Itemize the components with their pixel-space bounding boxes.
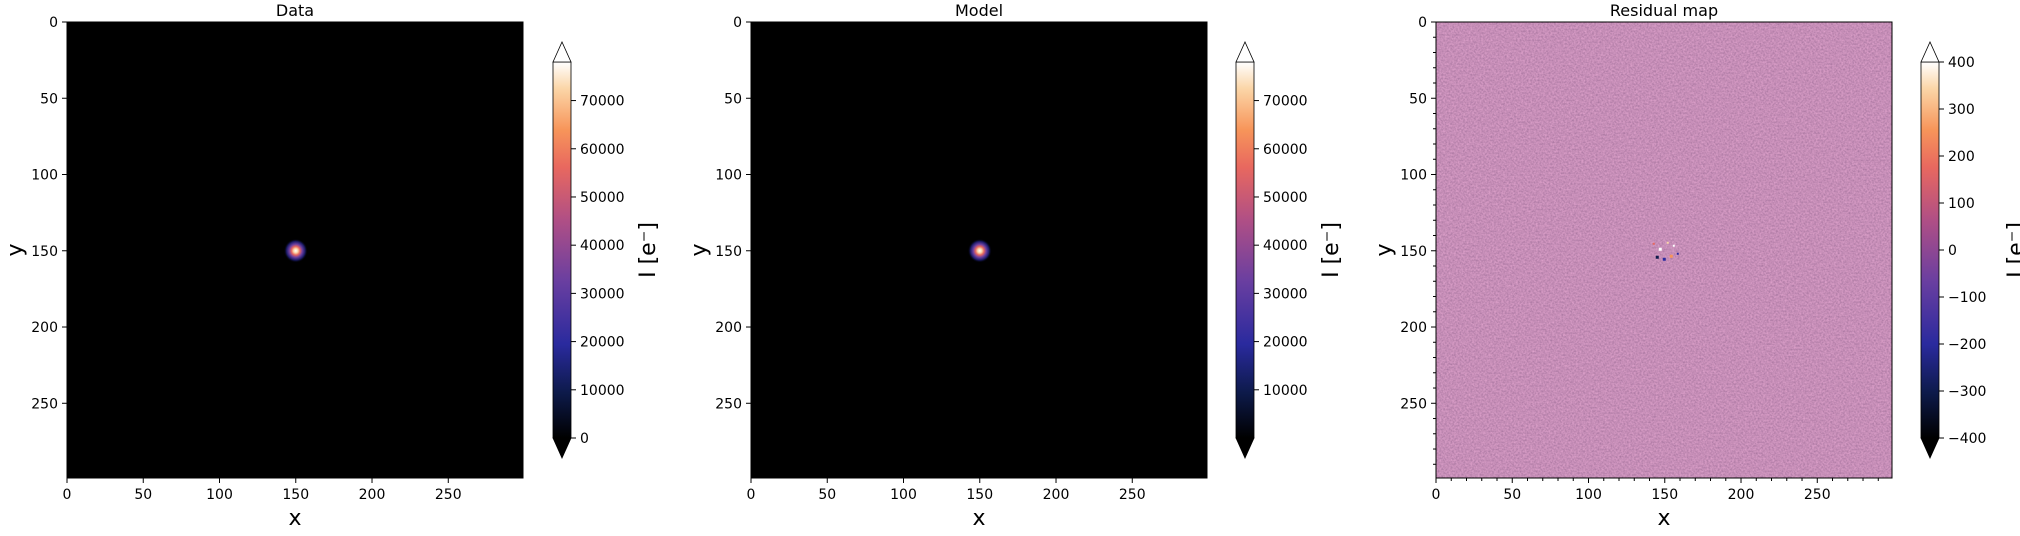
- residual-speckle: [1655, 255, 1659, 259]
- colorbar: [552, 61, 572, 439]
- colorbar-tick-label: 70000: [1263, 94, 1308, 110]
- x-tick-label: 150: [1651, 487, 1678, 503]
- y-tick-label: 200: [1400, 320, 1427, 336]
- x-tick-label: 200: [1043, 487, 1070, 503]
- residual-noise: [1436, 22, 1892, 478]
- y-axis-label: y: [3, 243, 28, 256]
- colorbar-tick-label: 200: [1948, 149, 1975, 165]
- y-tick-label: 100: [31, 168, 58, 184]
- axes-frame: [66, 21, 524, 479]
- y-tick-label: 150: [715, 244, 742, 260]
- colorbar-tick-label: 50000: [580, 190, 625, 206]
- colorbar-tick-label: 0: [580, 431, 589, 447]
- y-tick-label: 0: [1418, 15, 1427, 31]
- residual-speckle: [1666, 241, 1669, 244]
- colorbar-extend-max: [1920, 41, 1940, 63]
- x-tick-label: 250: [1804, 487, 1831, 503]
- colorbar: [1920, 61, 1940, 439]
- colorbar-tick-label: 10000: [1263, 383, 1308, 399]
- y-tick-label: 100: [715, 168, 742, 184]
- colorbar-tick-label: −300: [1948, 384, 1986, 400]
- colorbar-tick-label: −100: [1948, 290, 1986, 306]
- colorbar-tick-label: 40000: [1263, 238, 1308, 254]
- residual-speckle: [1652, 242, 1655, 245]
- colorbar-tick-label: 30000: [580, 286, 625, 302]
- point-source: [967, 238, 992, 263]
- y-tick-label: 0: [49, 15, 58, 31]
- residual-speckle: [1669, 254, 1673, 258]
- panel-model: Model 0 50 100 150 200 250 0 50 100 150 200 250 x y 100…: [687, 1, 1344, 531]
- colorbar-label: I [e⁻]: [2004, 222, 2020, 278]
- colorbar-tick-label: 20000: [580, 335, 625, 351]
- colorbar-tick-label: 60000: [1263, 142, 1308, 158]
- colorbar-tick-label: 20000: [1263, 335, 1308, 351]
- residual-speckle: [1672, 244, 1675, 247]
- y-tick-label: 250: [31, 396, 58, 412]
- x-tick-label: 200: [359, 487, 386, 503]
- residual-speckle: [1662, 257, 1666, 261]
- axes-frame: [750, 21, 1208, 479]
- y-tick-label: 250: [1400, 396, 1427, 412]
- colorbar-label: I [e⁻]: [636, 222, 661, 278]
- colorbar-extend-max: [552, 41, 572, 63]
- y-tick-label: 250: [715, 396, 742, 412]
- y-axis-label: y: [687, 243, 712, 256]
- colorbar-tick-label: −400: [1948, 431, 1986, 447]
- y-tick-label: 100: [1400, 168, 1427, 184]
- colorbar-extend-min: [552, 437, 572, 459]
- colorbar-extend-max: [1235, 41, 1255, 63]
- x-tick-label: 150: [282, 487, 309, 503]
- colorbar-tick-label: 40000: [580, 238, 625, 254]
- colorbar-extend-min: [1235, 437, 1255, 459]
- colorbar-tick-label: 400: [1948, 55, 1975, 71]
- x-axis-label: x: [288, 506, 301, 531]
- x-tick-label: 150: [966, 487, 993, 503]
- colorbar-tick-label: 50000: [1263, 190, 1308, 206]
- y-tick-label: 200: [31, 320, 58, 336]
- x-tick-label: 50: [134, 487, 152, 503]
- panel-data: Data 0 50 100 150 200 250 0 50 100 150 200 250 x y 0 100…: [3, 1, 661, 531]
- panel-title: Residual map: [1610, 1, 1718, 20]
- x-axis-label: x: [1657, 506, 1670, 531]
- y-tick-label: 150: [31, 244, 58, 260]
- y-tick-label: 200: [715, 320, 742, 336]
- y-axis-label: y: [1372, 243, 1397, 256]
- panel-title: Data: [276, 1, 314, 20]
- x-tick-label: 100: [890, 487, 917, 503]
- panel-title: Model: [955, 1, 1003, 20]
- y-tick-label: 50: [40, 91, 58, 107]
- x-tick-label: 200: [1728, 487, 1755, 503]
- y-tick-label: 50: [1409, 91, 1427, 107]
- colorbar-tick-label: 10000: [580, 383, 625, 399]
- y-tick-label: 50: [724, 91, 742, 107]
- colorbar-label: I [e⁻]: [1319, 222, 1344, 278]
- x-tick-label: 250: [1119, 487, 1146, 503]
- residual-speckle: [1658, 247, 1662, 251]
- x-axis-label: x: [972, 506, 985, 531]
- panel-residual: Residual map 0 50 100 150 200 250 0 50 100 150 200 2…: [1372, 1, 2020, 531]
- x-tick-label: 250: [435, 487, 462, 503]
- x-tick-label: 100: [1575, 487, 1602, 503]
- x-tick-label: 0: [1432, 487, 1441, 503]
- colorbar-tick-label: 60000: [580, 142, 625, 158]
- axes-frame: [1435, 21, 1893, 479]
- colorbar-extend-min: [1920, 437, 1940, 459]
- colorbar-tick-label: 70000: [580, 94, 625, 110]
- x-tick-label: 50: [1503, 487, 1521, 503]
- point-source: [283, 238, 308, 263]
- colorbar: [1235, 61, 1255, 439]
- colorbar-tick-label: 0: [1948, 243, 1957, 259]
- colorbar-tick-label: 30000: [1263, 286, 1308, 302]
- colorbar-tick-label: 300: [1948, 102, 1975, 118]
- y-tick-label: 0: [733, 15, 742, 31]
- colorbar-tick-label: −200: [1948, 337, 1986, 353]
- colorbar-tick-label: 100: [1948, 196, 1975, 212]
- x-tick-label: 0: [747, 487, 756, 503]
- residual-speckle: [1676, 252, 1679, 255]
- y-tick-label: 150: [1400, 244, 1427, 260]
- x-tick-label: 0: [63, 487, 72, 503]
- x-tick-label: 100: [206, 487, 233, 503]
- x-tick-label: 50: [818, 487, 836, 503]
